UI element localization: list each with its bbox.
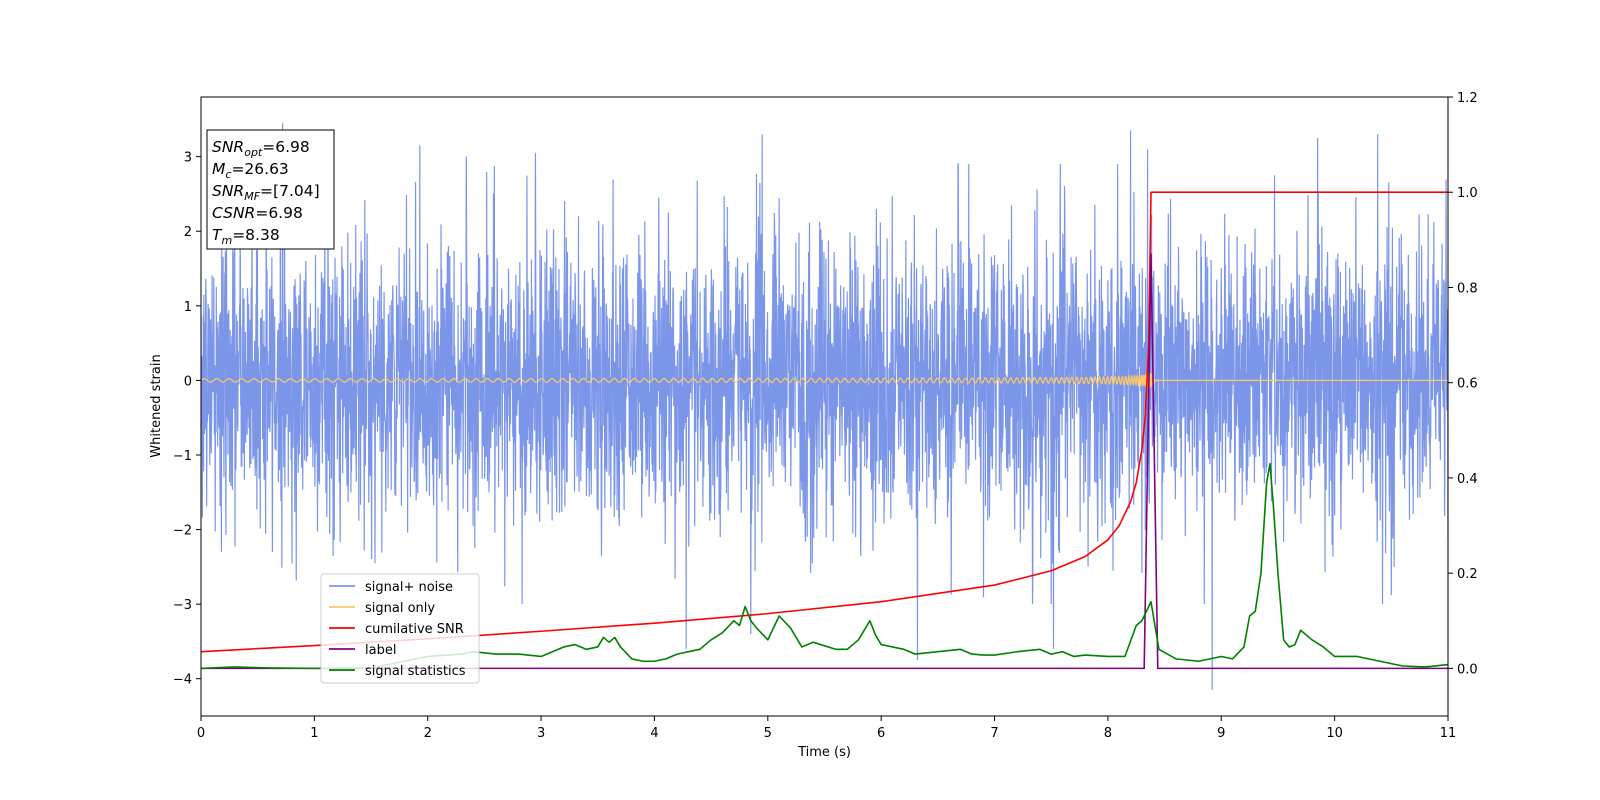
annotation-line: Mc=26.63 xyxy=(212,160,289,181)
y2-axis: 0.0 0.2 0.4 0.6 0.8 1.0 1.2 xyxy=(1448,91,1478,677)
x-tick-label: 0 xyxy=(197,726,205,741)
annotation-line: SNRMF=[7.04] xyxy=(212,182,320,203)
y2-tick-label: 0.4 xyxy=(1457,472,1478,487)
x-tick-label: 1 xyxy=(310,726,318,741)
y2-tick-label: 1.0 xyxy=(1457,186,1478,201)
x-tick-label: 7 xyxy=(990,726,998,741)
legend-label: cumilative SNR xyxy=(365,622,464,637)
x-tick-label: 11 xyxy=(1440,726,1457,741)
y-tick-label: 3 xyxy=(184,151,192,166)
y-tick-label: 1 xyxy=(184,300,192,315)
series-cumilative-snr xyxy=(201,191,1448,653)
x-tick-label: 2 xyxy=(424,726,432,741)
legend-item: signal only xyxy=(329,601,435,616)
line-4 xyxy=(201,462,1448,670)
x-tick-label: 4 xyxy=(650,726,658,741)
series-signal-statistics xyxy=(201,462,1448,670)
y-tick-label: −2 xyxy=(173,524,192,539)
x-tick-label: 6 xyxy=(877,726,885,741)
x-axis-label: Time (s) xyxy=(797,745,851,760)
signal-noise-line xyxy=(201,123,1448,690)
x-tick-label: 5 xyxy=(764,726,772,741)
x-tick-label: 10 xyxy=(1326,726,1343,741)
y-tick-label: −3 xyxy=(173,598,192,613)
series-label xyxy=(201,253,1448,670)
annotation-line: Tm=8.38 xyxy=(212,226,280,247)
legend-item: signal statistics xyxy=(329,664,466,679)
line-2 xyxy=(201,191,1448,653)
legend-label: signal+ noise xyxy=(365,580,453,595)
x-axis: 0 1 2 3 4 5 6 7 8 9 10 11 xyxy=(197,716,1456,741)
x-tick-label: 8 xyxy=(1104,726,1112,741)
y-tick-label: −1 xyxy=(173,449,192,464)
legend-label: signal only xyxy=(365,601,435,616)
y2-tick-label: 0.0 xyxy=(1457,662,1478,677)
y-tick-label: 0 xyxy=(184,374,192,389)
x-tick-label: 9 xyxy=(1217,726,1225,741)
y-tick-label: 2 xyxy=(184,225,192,240)
annotation-box: SNRopt=6.98Mc=26.63SNRMF=[7.04]CSNR=6.98… xyxy=(206,129,335,250)
y-axis: −4 −3 −2 −1 0 1 2 3 xyxy=(173,151,201,688)
legend: signal+ noise signal only cumilative SNR la… xyxy=(320,573,480,684)
legend-item: signal+ noise xyxy=(329,580,453,595)
legend-item: label xyxy=(329,643,396,658)
annotation-line: SNRopt=6.98 xyxy=(212,138,310,159)
y-tick-label: −4 xyxy=(173,673,192,688)
legend-frame xyxy=(320,573,480,684)
line-3 xyxy=(201,253,1448,670)
y-axis-label: Whitened strain xyxy=(149,354,164,457)
legend-item: cumilative SNR xyxy=(329,622,464,637)
annotation-line: CSNR=6.98 xyxy=(212,204,303,222)
y2-tick-label: 0.6 xyxy=(1457,377,1478,392)
y2-tick-label: 1.2 xyxy=(1457,91,1478,106)
x-tick-label: 3 xyxy=(537,726,545,741)
legend-label: signal statistics xyxy=(365,664,466,679)
signal-only-line xyxy=(201,372,1448,389)
y2-tick-label: 0.8 xyxy=(1457,281,1478,296)
plot-frame xyxy=(200,96,1449,717)
series-signal-only xyxy=(201,372,1448,389)
series-signal-noise xyxy=(201,123,1448,690)
legend-label: label xyxy=(365,643,396,658)
y2-tick-label: 0.2 xyxy=(1457,567,1478,582)
plot-area xyxy=(201,123,1448,690)
annotation-frame xyxy=(206,129,335,250)
